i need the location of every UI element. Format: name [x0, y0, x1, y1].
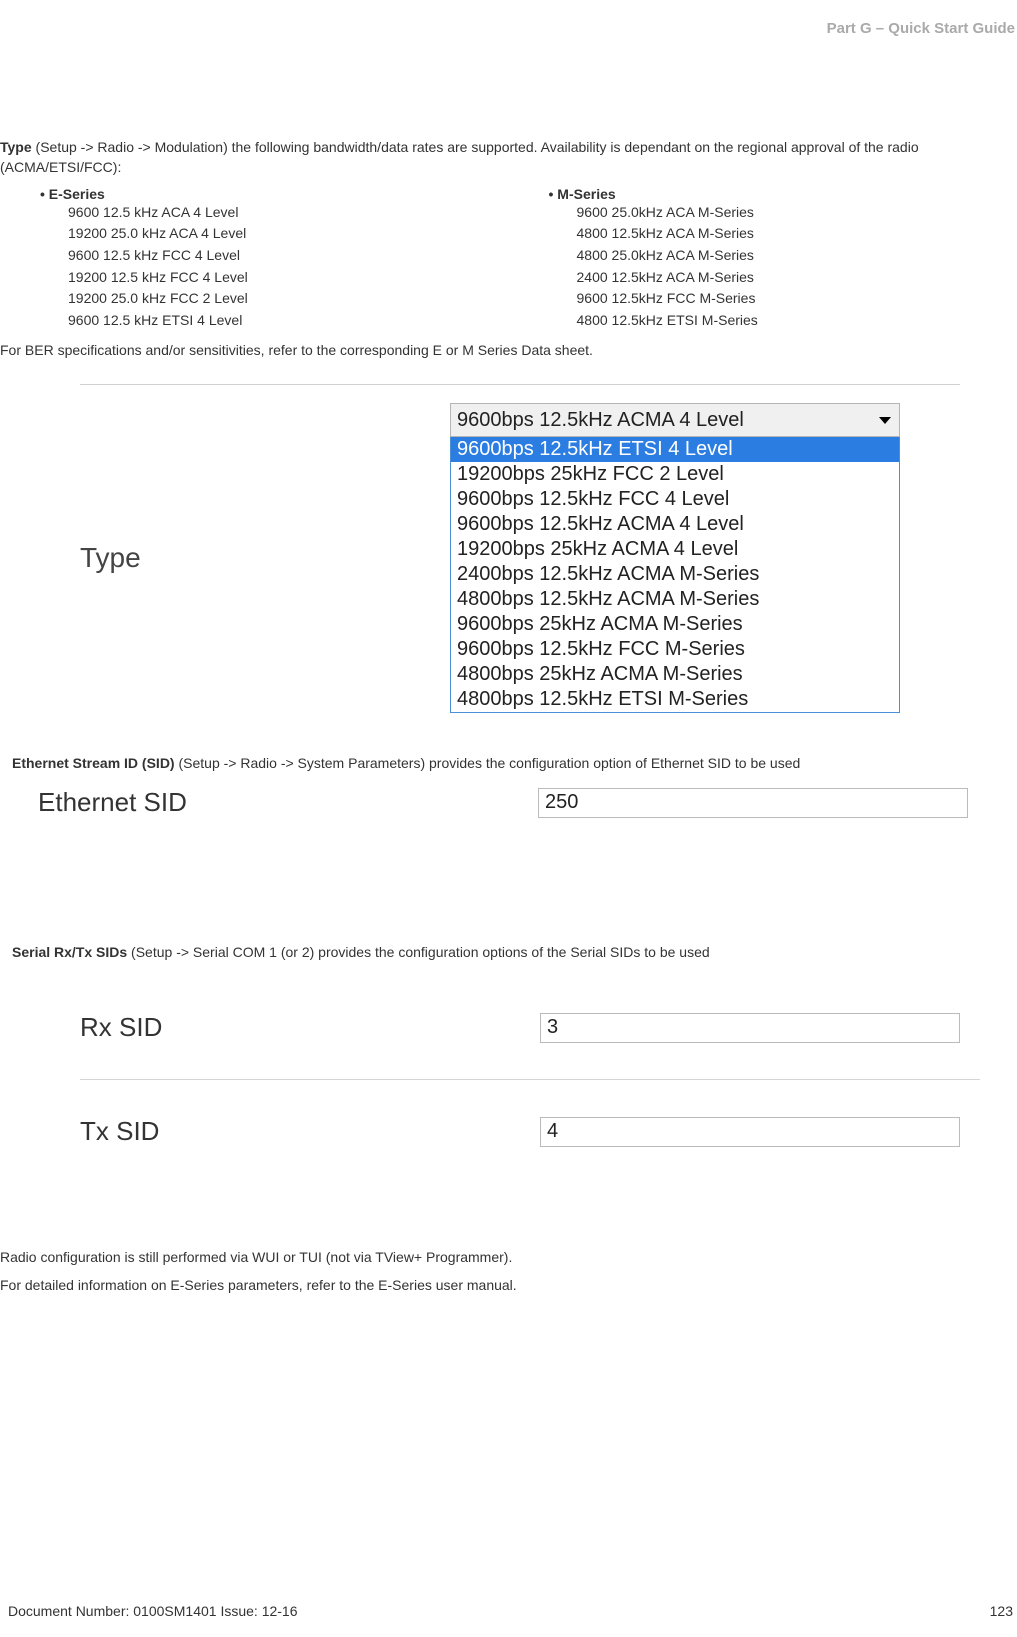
serial-sid-rest: (Setup -> Serial COM 1 (or 2) provides t… — [127, 944, 709, 960]
type-label-bold: Type — [0, 139, 32, 155]
serial-sid-bold: Serial Rx/Tx SIDs — [12, 944, 127, 960]
closing-line-1: Radio configuration is still performed v… — [0, 1247, 1017, 1267]
list-item: 19200 12.5 kHz FCC 4 Level — [68, 267, 509, 289]
list-item: 9600 12.5 kHz ETSI 4 Level — [68, 310, 509, 332]
ber-note: For BER specifications and/or sensitivit… — [0, 340, 1017, 360]
type-option[interactable]: 4800bps 12.5kHz ACMA M-Series — [451, 587, 899, 612]
tx-sid-label: Tx SID — [80, 1116, 540, 1147]
type-dropdown-list[interactable]: 9600bps 12.5kHz ETSI 4 Level 19200bps 25… — [450, 437, 900, 713]
mseries-title: M-Series — [549, 186, 1017, 202]
ethernet-sid-label: Ethernet SID — [38, 787, 538, 818]
section-header: Part G – Quick Start Guide — [0, 20, 1017, 37]
type-option[interactable]: 4800bps 12.5kHz ETSI M-Series — [451, 687, 899, 712]
type-option[interactable]: 9600bps 12.5kHz FCC M-Series — [451, 637, 899, 662]
list-item: 9600 12.5 kHz ACA 4 Level — [68, 202, 509, 224]
list-item: 4800 12.5kHz ACA M-Series — [577, 223, 1017, 245]
type-select-value: 9600bps 12.5kHz ACMA 4 Level — [457, 409, 744, 432]
list-item: 19200 25.0 kHz FCC 2 Level — [68, 288, 509, 310]
list-item: 2400 12.5kHz ACA M-Series — [577, 267, 1017, 289]
footer-document-number: Document Number: 0100SM1401 Issue: 12-16 — [8, 1603, 298, 1619]
closing-line-2: For detailed information on E-Series par… — [0, 1275, 1017, 1295]
eseries-column: E-Series 9600 12.5 kHz ACA 4 Level 19200… — [0, 186, 509, 332]
type-option[interactable]: 2400bps 12.5kHz ACMA M-Series — [451, 562, 899, 587]
type-option[interactable]: 19200bps 25kHz FCC 2 Level — [451, 462, 899, 487]
eseries-title: E-Series — [40, 186, 509, 202]
ethernet-sid-bold: Ethernet Stream ID (SID) — [12, 755, 175, 771]
list-item: 4800 12.5kHz ETSI M-Series — [577, 310, 1017, 332]
serial-sid-paragraph: Serial Rx/Tx SIDs (Setup -> Serial COM 1… — [12, 944, 1017, 960]
type-dropdown-figure: Type 9600bps 12.5kHz ACMA 4 Level 9600bp… — [80, 384, 960, 731]
footer-page-number: 123 — [990, 1603, 1013, 1619]
type-field-label: Type — [80, 542, 450, 574]
list-item: 4800 25.0kHz ACA M-Series — [577, 245, 1017, 267]
type-option[interactable]: 9600bps 12.5kHz ETSI 4 Level — [451, 437, 899, 462]
type-option[interactable]: 9600bps 12.5kHz FCC 4 Level — [451, 487, 899, 512]
type-intro-paragraph: Type (Setup -> Radio -> Modulation) the … — [0, 137, 1017, 178]
rx-sid-input[interactable] — [540, 1013, 960, 1043]
type-option[interactable]: 9600bps 25kHz ACMA M-Series — [451, 612, 899, 637]
rx-sid-label: Rx SID — [80, 1012, 540, 1043]
list-item: 19200 25.0 kHz ACA 4 Level — [68, 223, 509, 245]
ethernet-sid-figure: Ethernet SID — [38, 787, 978, 818]
type-intro-rest: (Setup -> Radio -> Modulation) the follo… — [0, 139, 919, 175]
rxtx-sid-figure: Rx SID Tx SID — [80, 990, 980, 1169]
mseries-column: M-Series 9600 25.0kHz ACA M-Series 4800 … — [509, 186, 1017, 332]
chevron-down-icon — [879, 417, 891, 424]
type-option[interactable]: 4800bps 25kHz ACMA M-Series — [451, 662, 899, 687]
ethernet-sid-input[interactable] — [538, 788, 968, 818]
ethernet-sid-paragraph: Ethernet Stream ID (SID) (Setup -> Radio… — [12, 755, 1017, 771]
type-select[interactable]: 9600bps 12.5kHz ACMA 4 Level — [450, 403, 900, 437]
list-item: 9600 25.0kHz ACA M-Series — [577, 202, 1017, 224]
ethernet-sid-rest: (Setup -> Radio -> System Parameters) pr… — [175, 755, 801, 771]
tx-sid-input[interactable] — [540, 1117, 960, 1147]
type-option[interactable]: 19200bps 25kHz ACMA 4 Level — [451, 537, 899, 562]
list-item: 9600 12.5 kHz FCC 4 Level — [68, 245, 509, 267]
type-option[interactable]: 9600bps 12.5kHz ACMA 4 Level — [451, 512, 899, 537]
list-item: 9600 12.5kHz FCC M-Series — [577, 288, 1017, 310]
